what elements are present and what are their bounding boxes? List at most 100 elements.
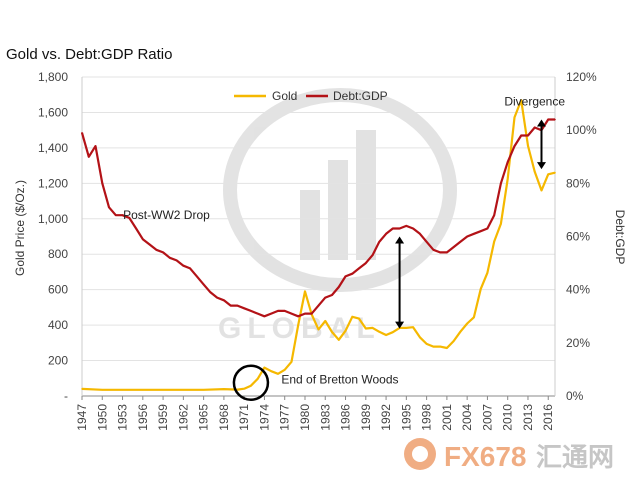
x-tick-label-16: 1995 <box>399 404 413 431</box>
point-debt-gdp-1962 <box>182 264 185 267</box>
x-tick-label-19: 2004 <box>460 404 474 431</box>
chart-title: Gold vs. Debt:GDP Ratio <box>6 46 172 63</box>
point-debt-gdp-1957 <box>148 243 151 246</box>
x-tick-label-14: 1989 <box>359 404 373 431</box>
point-gold-1989 <box>365 327 367 330</box>
point-debt-gdp-2003 <box>459 241 462 243</box>
x-tick-label-20: 2007 <box>480 404 494 431</box>
point-gold-2002 <box>452 340 455 342</box>
point-gold-1992 <box>385 334 387 336</box>
point-gold-2012 <box>520 99 523 102</box>
point-gold-1975 <box>270 370 273 372</box>
y2-tick-label-4: 40% <box>566 283 590 297</box>
y-axis-title: Gold Price ($/Oz.) <box>13 180 27 276</box>
point-debt-gdp-1984 <box>331 294 333 296</box>
x-axis-tick-labels: 1947 1950 1953 1956 1959 1962 1965 1968 1971 1974… <box>75 404 555 431</box>
point-debt-gdp-1992 <box>385 233 387 235</box>
point-debt-gdp-1989 <box>365 262 367 264</box>
y2-tick-label-2: 80% <box>566 176 590 190</box>
point-debt-gdp-1950 <box>101 182 104 185</box>
point-debt-gdp-1972 <box>250 310 252 312</box>
y-tick-label-7: 400 <box>48 318 68 332</box>
y2-axis-title: Debt:GDP <box>613 210 627 265</box>
point-debt-gdp-2010 <box>506 161 509 163</box>
point-gold-1982 <box>317 328 320 331</box>
fx678-watermark: FX678 汇通网 <box>404 438 614 472</box>
axes <box>81 77 556 400</box>
point-gold-1959 <box>162 388 164 391</box>
point-gold-1972 <box>250 384 252 387</box>
point-gold-1973 <box>256 378 259 380</box>
point-gold-1991 <box>378 331 381 333</box>
annotation-end-of-bretton-woods: End of Bretton Woods <box>281 373 398 387</box>
point-gold-1983 <box>324 320 327 322</box>
point-gold-1987 <box>351 315 354 318</box>
point-debt-gdp-2009 <box>500 182 502 185</box>
point-debt-gdp-2006 <box>479 230 482 232</box>
point-debt-gdp-1990 <box>371 254 374 256</box>
point-gold-1999 <box>432 345 435 348</box>
y-tick-label-1: 1,600 <box>38 105 68 119</box>
gridlines <box>82 76 555 362</box>
point-gold-1988 <box>358 317 360 320</box>
annotation-post-ww2-drop: Post-WW2 Drop <box>123 208 210 222</box>
x-tick-label-7: 1968 <box>217 404 231 431</box>
y-tick-label-9: - <box>64 389 68 403</box>
point-debt-gdp-1998 <box>425 241 428 243</box>
point-gold-1997 <box>419 336 421 339</box>
double-arrow-2015-head-top <box>536 119 546 127</box>
legend-label-gold: Gold <box>272 89 297 103</box>
y-tick-label-3: 1,200 <box>38 176 68 190</box>
x-tick-label-18: 2001 <box>440 404 454 431</box>
point-gold-1953 <box>121 388 124 391</box>
point-debt-gdp-1965 <box>202 283 205 286</box>
watermark-bar-2 <box>328 160 348 260</box>
y2-tick-label-5: 20% <box>566 336 590 350</box>
point-debt-gdp-1975 <box>270 312 273 315</box>
point-gold-1968 <box>223 388 225 390</box>
point-gold-1965 <box>202 388 205 391</box>
point-gold-1976 <box>277 373 279 375</box>
point-gold-1977 <box>283 368 286 371</box>
x-tick-label-21: 2010 <box>501 404 515 431</box>
x-tick-label-12: 1983 <box>318 404 332 431</box>
point-gold-1970 <box>236 388 239 391</box>
point-gold-1971 <box>243 387 245 390</box>
x-tick-label-17: 1998 <box>420 404 434 431</box>
point-debt-gdp-1994 <box>398 227 401 230</box>
point-gold-2006 <box>479 288 482 290</box>
point-debt-gdp-2002 <box>452 246 455 248</box>
x-tick-label-3: 1956 <box>136 404 150 431</box>
point-debt-gdp-1976 <box>277 310 279 312</box>
y-axis-tick-labels: 1,800 1,600 1,400 1,200 1,000 800 600 400 200 - <box>38 70 68 403</box>
point-debt-gdp-1951 <box>108 206 110 209</box>
y-tick-label-8: 200 <box>48 354 68 368</box>
point-debt-gdp-1961 <box>175 259 178 262</box>
legend: Gold Debt:GDP <box>234 89 388 103</box>
point-debt-gdp-2016 <box>547 118 550 121</box>
point-gold-1984 <box>331 331 333 333</box>
point-debt-gdp-1968 <box>223 299 225 302</box>
point-debt-gdp-1967 <box>216 296 218 299</box>
point-debt-gdp-1997 <box>419 233 421 235</box>
point-gold-1985 <box>337 339 340 341</box>
y2-tick-label-1: 100% <box>566 123 597 137</box>
point-debt-gdp-2014 <box>533 126 536 129</box>
point-debt-gdp-1981 <box>310 312 313 315</box>
point-debt-gdp-1949 <box>94 145 97 147</box>
point-gold-2017 <box>554 171 556 174</box>
y2-tick-label-3: 60% <box>566 230 590 244</box>
point-debt-gdp-1974 <box>263 315 266 318</box>
point-debt-gdp-1952 <box>114 214 117 217</box>
point-gold-1974 <box>263 366 266 369</box>
x-tick-label-10: 1977 <box>278 404 292 431</box>
x-tick-label-0: 1947 <box>75 404 89 431</box>
y-tick-label-4: 1,000 <box>38 212 68 226</box>
point-debt-gdp-1953 <box>121 214 124 217</box>
point-debt-gdp-1999 <box>432 248 435 251</box>
point-gold-1993 <box>392 331 394 334</box>
series-layer <box>80 99 556 391</box>
x-tick-label-9: 1974 <box>257 404 271 431</box>
